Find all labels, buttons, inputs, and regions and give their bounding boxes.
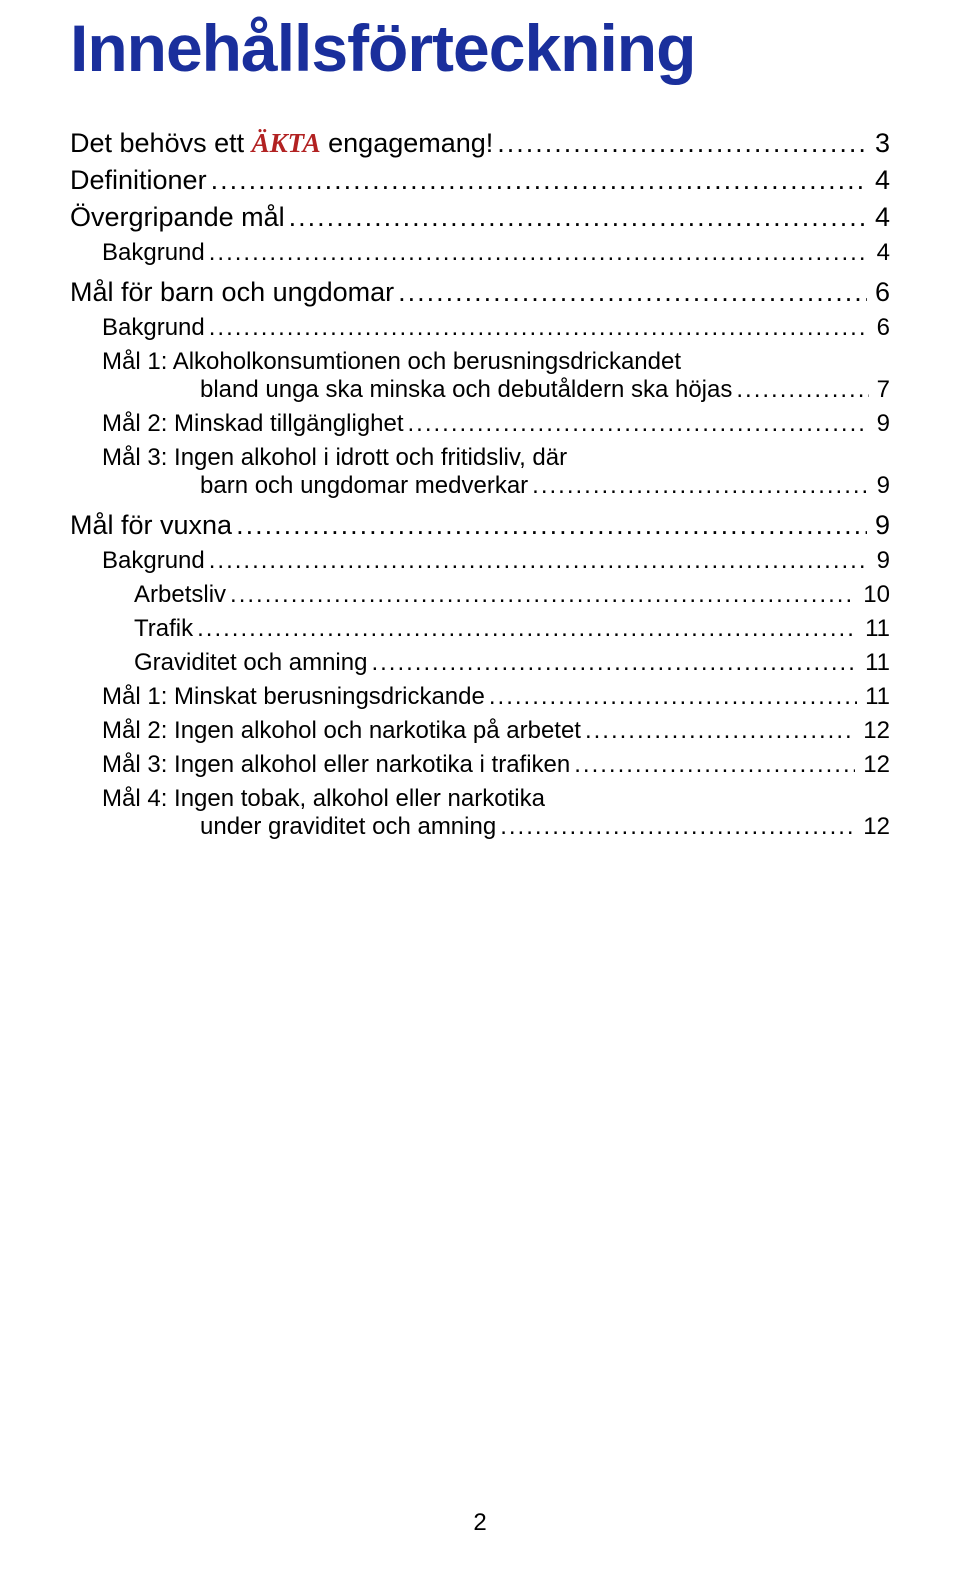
dot-leader (489, 683, 857, 711)
label-prefix: Det behövs ett (70, 128, 252, 158)
toc-page-num: 4 (871, 165, 890, 196)
toc-label: Mål 4: Ingen tobak, alkohol eller narkot… (102, 785, 545, 813)
toc-page-num: 9 (871, 510, 890, 541)
toc-entry: Mål för vuxna 9 (70, 510, 890, 541)
dot-leader (289, 202, 867, 233)
toc-entry: Mål 3: Ingen alkohol i idrott och fritid… (70, 444, 890, 472)
dot-leader (398, 277, 867, 308)
dot-leader (211, 165, 867, 196)
toc-title: Innehållsförteckning (70, 10, 890, 86)
toc-label: barn och ungdomar medverkar (200, 472, 528, 500)
dot-leader (209, 314, 869, 342)
toc-label: Mål 3: Ingen alkohol i idrott och fritid… (102, 444, 567, 472)
toc-entry: Mål 1: Alkoholkonsumtionen och berusning… (70, 348, 890, 376)
toc-entry: Mål 4: Ingen tobak, alkohol eller narkot… (70, 785, 890, 813)
toc-label: Mål för vuxna (70, 510, 232, 541)
toc-page-num: 12 (859, 813, 890, 841)
dot-leader (408, 410, 869, 438)
toc-page-num: 7 (873, 376, 890, 404)
toc-page-num: 6 (873, 314, 890, 342)
toc-entry-cont: bland unga ska minska och debutåldern sk… (70, 376, 890, 404)
toc-page-num: 4 (873, 239, 890, 267)
toc-entry: Bakgrund 9 (70, 547, 890, 575)
toc-entry: Definitioner 4 (70, 165, 890, 196)
toc-page-num: 12 (859, 717, 890, 745)
toc-entry: Arbetsliv 10 (70, 581, 890, 609)
dot-leader (532, 472, 868, 500)
toc-page-num: 11 (861, 615, 890, 643)
dot-leader (230, 581, 855, 609)
toc-entry: Graviditet och amning 11 (70, 649, 890, 677)
toc-page-num: 12 (859, 751, 890, 779)
toc-page-num: 11 (861, 683, 890, 711)
dot-leader (209, 547, 869, 575)
page-number: 2 (0, 1509, 960, 1537)
toc-entry: Mål 1: Minskat berusningsdrickande 11 (70, 683, 890, 711)
toc-label: Mål 1: Minskat berusningsdrickande (102, 683, 485, 711)
toc-label: Övergripande mål (70, 202, 285, 233)
dot-leader (585, 717, 855, 745)
toc-page-num: 9 (873, 547, 890, 575)
toc-label: Mål 1: Alkoholkonsumtionen och berusning… (102, 348, 681, 376)
toc-label: Definitioner (70, 165, 207, 196)
dot-leader (197, 615, 857, 643)
toc-label: Bakgrund (102, 547, 205, 575)
dot-leader (236, 510, 867, 541)
toc-entry: Trafik 11 (70, 615, 890, 643)
toc-page-num: 11 (861, 649, 890, 677)
toc-label: Mål 2: Minskad tillgänglighet (102, 410, 404, 438)
label-suffix: engagemang! (321, 128, 494, 158)
toc-entry: Bakgrund 6 (70, 314, 890, 342)
toc-label: under graviditet och amning (200, 813, 496, 841)
toc-entry: Mål 2: Ingen alkohol och narkotika på ar… (70, 717, 890, 745)
toc-label: Mål 3: Ingen alkohol eller narkotika i t… (102, 751, 570, 779)
dot-leader (497, 128, 867, 159)
dot-leader (736, 376, 868, 404)
akta-word: ÄKTA (252, 128, 321, 158)
toc-page-num: 3 (871, 128, 890, 159)
toc-entry: Mål för barn och ungdomar 6 (70, 277, 890, 308)
toc-page-num: 9 (873, 472, 890, 500)
toc-label: bland unga ska minska och debutåldern sk… (200, 376, 732, 404)
toc-entry-cont: under graviditet och amning 12 (70, 813, 890, 841)
toc-label: Bakgrund (102, 314, 205, 342)
toc-label: Trafik (134, 615, 193, 643)
toc-label: Graviditet och amning (134, 649, 367, 677)
toc-page-num: 10 (859, 581, 890, 609)
toc-entry: Mål 3: Ingen alkohol eller narkotika i t… (70, 751, 890, 779)
dot-leader (209, 239, 869, 267)
toc-entry: Övergripande mål 4 (70, 202, 890, 233)
toc-label: Mål 2: Ingen alkohol och narkotika på ar… (102, 717, 581, 745)
toc-label: Arbetsliv (134, 581, 226, 609)
dot-leader (371, 649, 857, 677)
toc-label: Det behövs ett ÄKTA engagemang! (70, 128, 493, 159)
toc-page-num: 4 (871, 202, 890, 233)
toc-entry: Det behövs ett ÄKTA engagemang! 3 (70, 128, 890, 159)
dot-leader (574, 751, 855, 779)
toc-entry-cont: barn och ungdomar medverkar 9 (70, 472, 890, 500)
toc-page-num: 9 (873, 410, 890, 438)
toc-entry: Mål 2: Minskad tillgänglighet 9 (70, 410, 890, 438)
dot-leader (500, 813, 855, 841)
toc-label: Mål för barn och ungdomar (70, 277, 394, 308)
toc-page: Innehållsförteckning Det behövs ett ÄKTA… (0, 0, 960, 841)
toc-label: Bakgrund (102, 239, 205, 267)
toc-entry: Bakgrund 4 (70, 239, 890, 267)
toc-page-num: 6 (871, 277, 890, 308)
